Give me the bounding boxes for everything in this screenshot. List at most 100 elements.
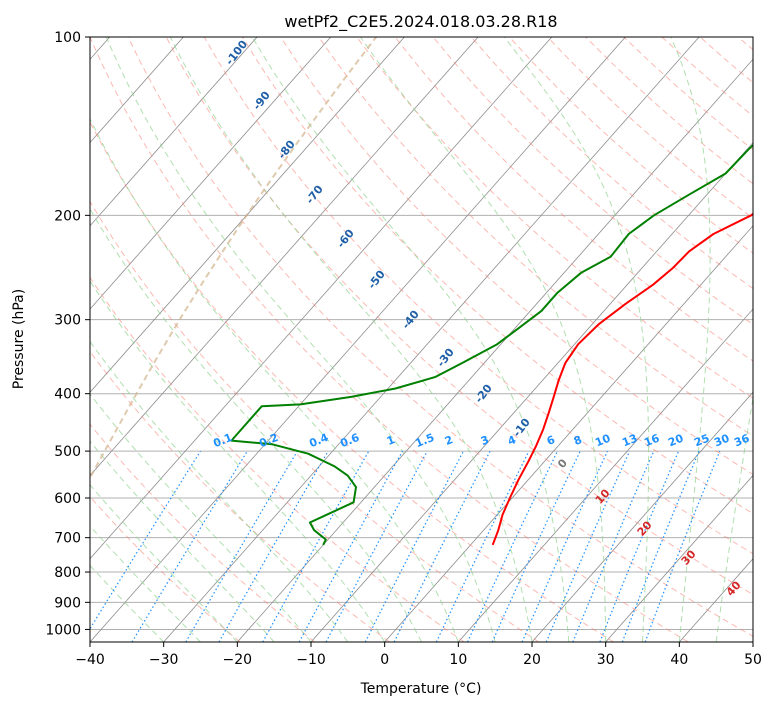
mixing-ratio-line: [466, 450, 559, 642]
y-tick-label: 1000: [45, 622, 81, 638]
dry-adiabat: [241, 37, 753, 515]
dry-adiabat-label: -100: [223, 38, 250, 68]
mixing-ratio-label: 0.6: [338, 431, 361, 450]
mixing-ratio-line: [262, 450, 370, 642]
x-tick-label: 30: [597, 652, 615, 668]
moist-adiabat: [90, 393, 312, 642]
x-tick-label: 0: [380, 652, 389, 668]
mixing-ratio-line: [435, 450, 530, 642]
dry-adiabat: [127, 37, 753, 637]
chart-title: wetPf2_C2E5.2024.018.03.28.R18: [284, 12, 557, 32]
dry-adiabat: [356, 37, 753, 399]
temperature-profile-line: [491, 212, 753, 546]
x-tick-label: 50: [744, 652, 762, 668]
y-tick-label: 500: [54, 444, 81, 460]
mixing-ratio-label: 0.2: [257, 431, 280, 450]
isotherm-line: [752, 641, 753, 642]
moist-adiabat: [670, 37, 711, 642]
mixing-ratio-label: 20: [666, 432, 685, 450]
mixing-ratio-line: [621, 450, 700, 642]
dry-adiabat: [394, 37, 753, 362]
y-tick-label: 200: [54, 208, 81, 224]
dry-adiabat: [509, 37, 753, 254]
isotherm-line: [90, 37, 626, 642]
y-tick-label: 100: [54, 30, 81, 46]
isotherm-line: [310, 141, 753, 642]
y-axis: 100 200 300 400 500 600 700 800 900 1000: [45, 30, 90, 638]
moist-adiabat: [105, 37, 496, 642]
dry-adiabat: [90, 276, 465, 642]
dry-adiabat: [90, 495, 241, 642]
dry-adiabat-label: -80: [275, 138, 298, 162]
line-labels: -100-90-80-70-60-50-40-30-20-10010203040…: [211, 38, 751, 599]
mixing-ratio-line: [545, 450, 631, 642]
dry-adiabat-label: -40: [399, 308, 422, 332]
mixing-ratio-line: [218, 450, 329, 642]
mixing-ratio-label: 36: [732, 432, 751, 450]
reference-lines: [90, 37, 753, 642]
mixing-ratio-label: 25: [692, 432, 711, 450]
x-tick-label: 20: [523, 652, 541, 668]
mixing-ratio-label: 16: [642, 432, 661, 450]
grid-layer: [90, 37, 753, 642]
isotherm-line: [605, 474, 753, 642]
mixing-ratio-label: 3: [479, 433, 491, 448]
moist-adiabat: [715, 394, 753, 642]
mixing-ratio-line: [298, 450, 404, 642]
isotherm-line: [90, 37, 553, 560]
mixing-ratio-label: 1.5: [413, 431, 436, 450]
moist-adiabat: [169, 37, 533, 642]
mixing-ratio-label: 8: [572, 433, 584, 448]
mixing-ratio-line: [599, 450, 680, 642]
moist-adiabat: [752, 638, 753, 642]
y-tick-label: 400: [54, 387, 81, 403]
dry-adiabat-label: -50: [365, 268, 388, 292]
dry-adiabat-label: -90: [250, 89, 273, 113]
isotherm-line: [90, 37, 184, 144]
dry-adiabat: [203, 37, 753, 555]
mixing-ratio-label: 30: [712, 432, 731, 450]
dry-adiabat-label: -60: [334, 227, 357, 251]
isotherm-line: [90, 37, 405, 393]
moist-adiabat: [90, 340, 349, 642]
x-tick-label: −10: [296, 652, 326, 668]
dry-adiabat: [661, 37, 753, 117]
dry-adiabat: [699, 37, 753, 84]
isotherm-line: [531, 391, 753, 642]
moist-adiabat-label: 30: [679, 547, 699, 567]
dry-adiabat-label: -30: [434, 346, 457, 370]
dry-adiabat: [470, 37, 753, 290]
moist-adiabat: [90, 117, 459, 642]
dry-adiabat-label: -20: [472, 382, 495, 406]
y-tick-label: 800: [54, 565, 81, 581]
isotherm-line: [90, 37, 479, 477]
moist-adiabat: [90, 484, 238, 642]
isotherm-line: [90, 37, 332, 310]
profile-lines: [230, 143, 753, 546]
moist-adiabat: [90, 440, 275, 642]
moist-adiabat-label: 40: [724, 578, 744, 598]
x-tick-label: −40: [75, 652, 105, 668]
moist-adiabat: [251, 37, 570, 642]
dry-adiabat: [280, 37, 753, 475]
mixing-ratio-line: [185, 450, 298, 642]
dry-adiabat: [165, 37, 753, 596]
dry-adiabat: [432, 37, 753, 326]
y-axis-label: Pressure (hPa): [11, 289, 27, 389]
mixing-ratio-label: 10: [593, 432, 612, 450]
mixing-ratio-line: [90, 450, 202, 630]
dry-adiabat: [90, 350, 390, 642]
mixing-ratio-label: 1: [385, 433, 397, 448]
moist-adiabat-label: 0: [555, 456, 570, 471]
mixing-ratio-label: 13: [620, 432, 639, 450]
moist-adiabat: [90, 208, 422, 642]
y-tick-label: 900: [54, 595, 81, 611]
x-axis: −40 −30 −20 −10 0 10 20 30 40 50: [75, 642, 762, 668]
dry-adiabat: [90, 37, 689, 642]
mixing-ratio-line: [521, 450, 609, 642]
isotherm-line: [458, 308, 753, 642]
mixing-ratio-line: [572, 450, 655, 642]
moist-adiabat-label: 20: [635, 518, 655, 538]
dry-adiabat: [90, 121, 614, 642]
